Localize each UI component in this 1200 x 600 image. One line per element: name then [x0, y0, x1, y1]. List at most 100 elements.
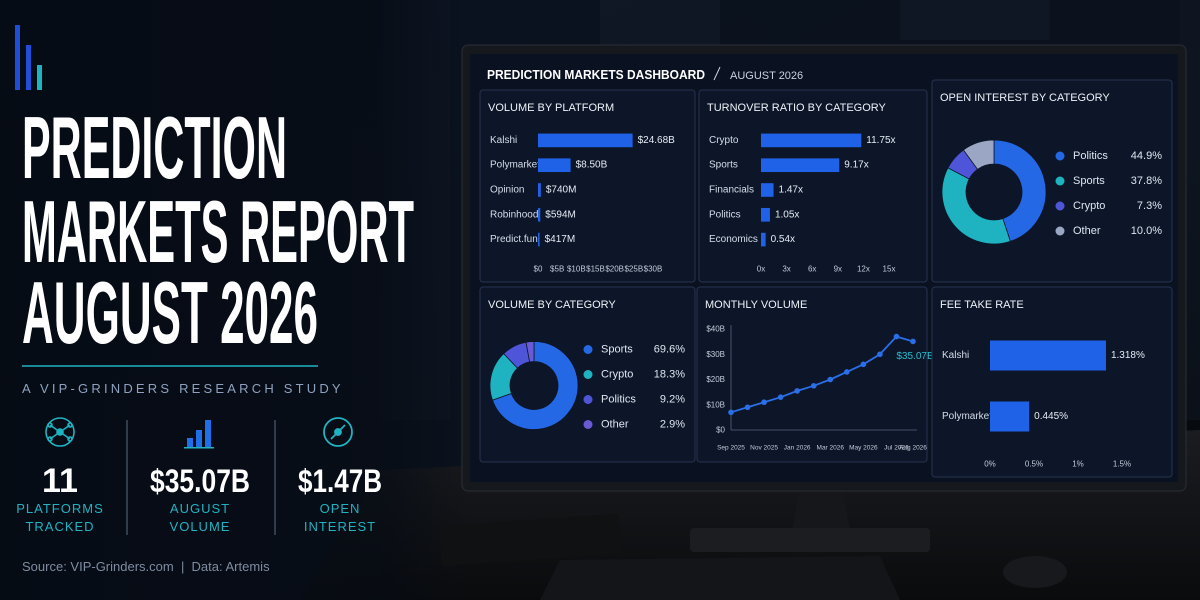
data-point — [810, 383, 817, 389]
donut-slice — [491, 341, 579, 430]
legend-swatch — [1055, 151, 1065, 161]
chart-title: FEE TAKE RATE — [940, 299, 1024, 311]
value-label: 0.445% — [1034, 411, 1068, 422]
network-icon — [45, 417, 75, 447]
x-tick-label: $10B — [567, 265, 586, 274]
value-label: 69.6% — [654, 344, 685, 356]
legend-swatch — [583, 370, 593, 379]
data-point — [860, 361, 867, 368]
y-tick-label: $40B — [706, 325, 725, 334]
bar — [990, 340, 1106, 371]
value-label: 1.05x — [775, 209, 799, 220]
dashboard-title: PREDICTION MARKETS DASHBOARD — [487, 67, 705, 82]
donut-slice — [941, 167, 1011, 245]
panel — [698, 89, 928, 283]
x-tick-label: 0.5% — [1025, 460, 1043, 469]
category-label: Sports — [709, 160, 738, 171]
category-label: Polymarket — [490, 160, 540, 171]
legend-label: Other — [1073, 225, 1101, 237]
report-title-line: AUGUST 2026 — [22, 263, 318, 362]
legend-label: Politics — [601, 394, 636, 406]
data-point — [844, 369, 850, 375]
category-label: Financials — [709, 185, 754, 196]
data-point — [877, 351, 883, 358]
value-label: $417M — [545, 234, 576, 245]
legend-swatch — [1055, 201, 1065, 211]
bar — [761, 158, 840, 173]
x-tick-label: 0x — [757, 265, 765, 274]
category-label: Opinion — [490, 185, 524, 196]
x-tick-label: $20B — [605, 265, 624, 274]
x-tick-label: $25B — [624, 265, 643, 274]
legend-swatch — [1055, 176, 1065, 186]
stat-label: INTEREST — [304, 519, 376, 534]
value-label: $8.50B — [576, 160, 608, 171]
bar — [990, 401, 1030, 432]
title-separator — [713, 66, 721, 81]
bar — [761, 232, 766, 247]
mouse — [1003, 556, 1067, 588]
value-label: $35.07B — [896, 351, 934, 362]
legend-swatch — [583, 420, 593, 429]
value-label: 11.75x — [866, 135, 895, 146]
bar — [538, 232, 540, 247]
category-label: Kalshi — [490, 135, 517, 146]
stat-label: OPEN — [320, 501, 361, 516]
donut-slice — [962, 139, 995, 170]
donut-slice — [525, 341, 535, 363]
stat-label: TRACKED — [25, 519, 94, 534]
category-label: Predict.fun — [490, 234, 538, 245]
category-label: Crypto — [709, 135, 739, 146]
chart-title: OPEN INTEREST BY CATEGORY — [940, 92, 1110, 104]
value-label: 2.9% — [660, 419, 685, 431]
data-point — [728, 409, 734, 416]
legend-label: Sports — [1073, 175, 1105, 187]
x-tick-label: Jul 2026 — [884, 445, 909, 452]
y-tick-label: $20B — [706, 375, 725, 384]
notebook — [439, 513, 621, 567]
chart-title: TURNOVER RATIO BY CATEGORY — [707, 102, 887, 114]
logo — [15, 25, 42, 90]
report-subtitle: A VIP-GRINDERS RESEARCH STUDY — [22, 381, 344, 396]
legend-label: Crypto — [601, 369, 633, 381]
legend-label: Other — [601, 419, 629, 431]
x-tick-label: 0% — [984, 460, 996, 469]
category-label: Polymarket — [942, 411, 992, 422]
panel — [479, 89, 696, 283]
source-note: Source: VIP-Grinders.com | Data: Artemis — [22, 559, 270, 574]
x-tick-label: $5B — [550, 265, 564, 274]
chart-title: MONTHLY VOLUME — [705, 299, 807, 311]
stat-value: $35.07B — [150, 463, 250, 499]
gauge-icon — [323, 417, 353, 447]
value-label: 1.318% — [1111, 350, 1145, 361]
x-tick-label: 3x — [782, 265, 790, 274]
bar — [538, 158, 571, 173]
keyboard — [540, 556, 900, 600]
bar — [761, 207, 770, 222]
x-tick-label: Jan 2026 — [784, 445, 811, 452]
bar — [538, 207, 541, 222]
legend-label: Sports — [601, 344, 633, 356]
y-tick-label: $30B — [706, 350, 725, 359]
data-point — [893, 333, 900, 340]
bar — [538, 133, 633, 148]
panel — [931, 286, 1173, 478]
stat-label: PLATFORMS — [16, 501, 104, 516]
stat-label: VOLUME — [170, 519, 231, 534]
category-label: Economics — [709, 234, 758, 245]
x-tick-label: Aug 2026 — [899, 445, 927, 452]
value-label: 10.0% — [1131, 225, 1162, 237]
data-point — [794, 388, 800, 394]
line-series — [730, 335, 914, 414]
data-point — [910, 338, 916, 345]
x-tick-label: Sep 2025 — [717, 445, 745, 452]
category-label: Kalshi — [942, 350, 969, 361]
x-tick-label: May 2026 — [849, 445, 878, 452]
x-tick-label: 15x — [883, 265, 896, 274]
bar — [538, 183, 541, 197]
x-tick-label: $15B — [586, 265, 605, 274]
x-tick-label: 1.5% — [1113, 460, 1131, 469]
value-label: 9.2% — [660, 394, 685, 406]
legend-label: Crypto — [1073, 200, 1105, 212]
